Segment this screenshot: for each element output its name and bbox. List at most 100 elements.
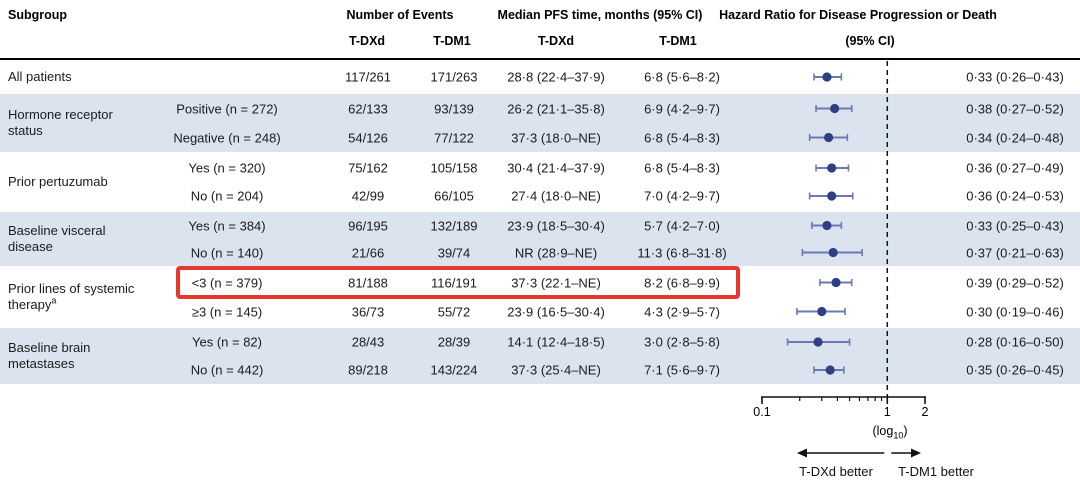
- tdm1-better-arrowhead: [911, 448, 921, 458]
- subgroup-level-label: Negative (n = 248): [173, 130, 281, 145]
- events-tdm1-subheader: T-DM1: [433, 34, 471, 48]
- events-tdxd-cell: 36/73: [351, 304, 385, 319]
- events-tdm1-cell: 132/189: [430, 218, 478, 233]
- row-band: [0, 212, 1080, 266]
- subgroup-level-label: ≥3 (n = 145): [191, 304, 263, 319]
- median-tdm1-cell: 3·0 (2·8–5·8): [644, 334, 720, 350]
- hr-point: [827, 191, 837, 201]
- events-tdm1-cell: 171/263: [430, 69, 478, 85]
- group-label-text: All patients: [8, 69, 72, 84]
- subgroup-level-label: Yes (n = 384): [188, 218, 266, 233]
- hr-ci-cell: 0·38 (0·27–0·52): [966, 101, 1064, 116]
- group-label-text: Prior lines of systemic therapya: [8, 281, 135, 312]
- subgroup-level-label: Positive (n = 272): [176, 101, 278, 116]
- group-label-text: Baseline brain metastases: [8, 340, 91, 371]
- events-tdxd-subheader: T-DXd: [348, 34, 386, 48]
- hr-point: [817, 306, 827, 317]
- group-label: Hormone receptor status: [8, 94, 140, 152]
- subgroup-level-label: Yes (n = 320): [188, 160, 266, 176]
- median-tdm1-cell: 8·2 (6·8–9·9): [644, 275, 720, 290]
- median-tdxd-cell: NR (28·9–NE): [514, 245, 598, 260]
- hazard-ratio-ci-subheader: (95% CI): [845, 34, 895, 48]
- axis-tick-label: 2: [921, 405, 929, 419]
- axis-tick-label: 1: [883, 405, 891, 419]
- events-tdm1-cell: 77/122: [434, 130, 474, 145]
- row-band: [0, 94, 1080, 152]
- events-tdxd-cell: 96/195: [348, 218, 388, 233]
- hazard-ratio-column-header: Hazard Ratio for Disease Progression or …: [719, 8, 997, 22]
- tdxd-better-label: T-DXd better: [799, 464, 873, 479]
- subgroup-level-label: No (n = 442): [190, 362, 264, 378]
- group-label-text: Baseline visceral disease: [8, 223, 106, 254]
- subgroup-column-header: Subgroup: [8, 8, 68, 22]
- events-tdxd-cell: 81/188: [348, 275, 388, 290]
- events-tdm1-cell: 143/224: [430, 362, 478, 378]
- median-tdm1-cell: 4·3 (2·9–5·7): [644, 304, 720, 319]
- axis-scale-label-prefix: (log: [872, 424, 894, 438]
- events-tdxd-cell: 54/126: [348, 130, 388, 145]
- median-tdxd-cell: 27·4 (18·0–NE): [511, 188, 601, 204]
- events-tdm1-cell: 66/105: [434, 188, 474, 204]
- group-label: Baseline brain metastases: [8, 328, 140, 384]
- median-tdxd-cell: 37·3 (22·1–NE): [511, 275, 601, 290]
- row-band: [0, 328, 1080, 384]
- subgroup-level-label: No (n = 204): [190, 188, 264, 204]
- median-tdm1-cell: 6·9 (4·2–9·7): [644, 101, 720, 116]
- median-tdxd-cell: 28·8 (22·4–37·9): [507, 69, 605, 85]
- hr-ci-cell: 0·28 (0·16–0·50): [966, 334, 1064, 350]
- group-label: Prior pertuzumab: [8, 154, 140, 210]
- events-tdxd-cell: 42/99: [351, 188, 385, 204]
- hr-ci-cell: 0·33 (0·25–0·43): [966, 218, 1064, 233]
- median-tdm1-cell: 7·1 (5·6–9·7): [644, 362, 720, 378]
- axis-scale-label: (log10): [872, 424, 907, 441]
- events-tdm1-cell: 93/139: [434, 101, 474, 116]
- hr-point: [831, 277, 841, 288]
- median-tdxd-subheader: T-DXd: [537, 34, 575, 48]
- median-tdm1-cell: 11·3 (6·8–31·8): [637, 245, 727, 260]
- median-tdxd-cell: 23·9 (18·5–30·4): [507, 218, 605, 233]
- events-tdxd-cell: 21/66: [351, 245, 385, 260]
- highlight-box: [176, 266, 740, 299]
- hr-ci-cell: 0·36 (0·27–0·49): [966, 160, 1064, 176]
- median-tdm1-cell: 5·7 (4·2–7·0): [644, 218, 720, 233]
- median-tdm1-cell: 6·8 (5·4–8·3): [644, 160, 720, 176]
- median-tdxd-cell: 37·3 (25·4–NE): [511, 362, 601, 378]
- hr-point: [822, 72, 832, 82]
- median-tdm1-cell: 7·0 (4·2–9·7): [644, 188, 720, 204]
- hr-ci-cell: 0·30 (0·19–0·46): [966, 304, 1064, 319]
- median-tdxd-cell: 14·1 (12·4–18·5): [507, 334, 605, 350]
- median-pfs-column-header: Median PFS time, months (95% CI): [497, 8, 703, 22]
- axis-tick-label: 0.1: [753, 405, 771, 419]
- events-column-header: Number of Events: [346, 8, 454, 22]
- events-tdm1-cell: 116/191: [430, 275, 478, 290]
- events-tdxd-cell: 28/43: [351, 334, 385, 350]
- group-label-text: Hormone receptor status: [8, 107, 113, 138]
- group-label-text: Prior pertuzumab: [8, 174, 108, 189]
- median-tdxd-cell: 37·3 (18·0–NE): [511, 130, 601, 145]
- hr-point: [827, 163, 837, 173]
- events-tdxd-cell: 62/133: [348, 101, 388, 116]
- median-tdm1-cell: 6·8 (5·4–8·3): [644, 130, 720, 145]
- subgroup-level-label: Yes (n = 82): [192, 334, 262, 350]
- median-tdm1-cell: 6·8 (5·6–8·2): [644, 69, 720, 85]
- subgroup-level-label: No (n = 140): [190, 245, 264, 260]
- tdxd-better-arrowhead: [797, 448, 807, 458]
- events-tdm1-cell: 55/72: [437, 304, 471, 319]
- group-label: All patients: [8, 62, 140, 92]
- hr-ci-cell: 0·37 (0·21–0·63): [966, 245, 1064, 260]
- hr-ci-cell: 0·33 (0·26–0·43): [966, 69, 1064, 85]
- median-tdxd-cell: 23·9 (16·5–30·4): [507, 304, 605, 319]
- hr-ci-cell: 0·35 (0·26–0·45): [966, 362, 1064, 378]
- axis-scale-label-sub: 10: [893, 430, 904, 441]
- events-tdxd-cell: 117/261: [344, 69, 392, 85]
- subgroup-level-label: <3 (n = 379): [191, 275, 263, 290]
- events-tdxd-cell: 75/162: [348, 160, 388, 176]
- header-divider-line: [0, 58, 1080, 60]
- hr-ci-cell: 0·39 (0·29–0·52): [966, 275, 1064, 290]
- group-label: Baseline visceral disease: [8, 212, 140, 266]
- events-tdm1-cell: 105/158: [430, 160, 478, 176]
- axis-scale-label-suffix: ): [903, 424, 908, 438]
- group-label: Prior lines of systemic therapya: [8, 268, 140, 326]
- hr-ci-cell: 0·36 (0·24–0·53): [966, 188, 1064, 204]
